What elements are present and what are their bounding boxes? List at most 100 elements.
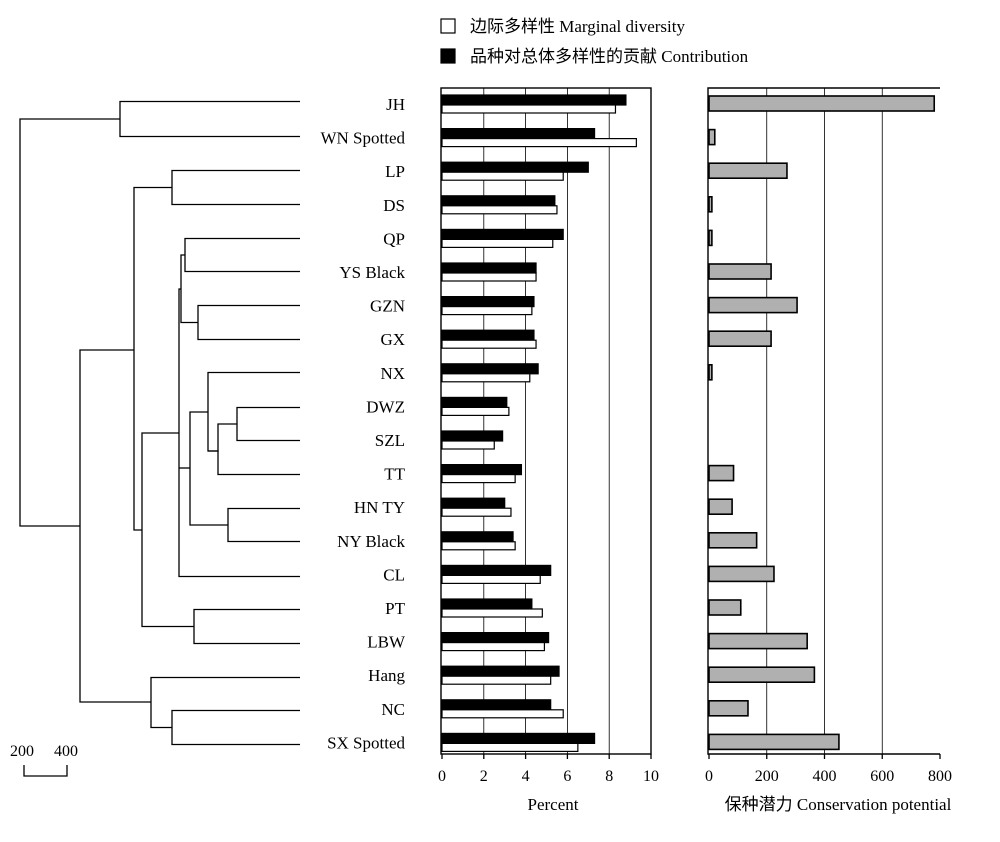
conservation-bar-sx-spotted xyxy=(708,733,840,751)
category-label-szl: SZL xyxy=(375,431,405,450)
contribution-bar-dwz xyxy=(441,396,508,408)
legend-contribution-label: 品种对总体多样性的贡献 Contribution xyxy=(470,47,749,66)
marginal-bar-lbw xyxy=(441,641,546,652)
marginal-bar-cl xyxy=(441,574,541,585)
marginal-bar-wn-spotted xyxy=(441,138,637,148)
percent-tick-label: 2 xyxy=(480,768,488,785)
scale-bar-label-right: 400 xyxy=(54,743,78,760)
category-label-gzn: GZN xyxy=(370,297,405,316)
category-label-dwz: DWZ xyxy=(366,397,405,416)
percent-panel-frame xyxy=(440,87,652,755)
conservation-bar-ys-black xyxy=(708,263,772,280)
contribution-bar-hn-ty xyxy=(441,497,506,509)
percent-tick-label: 10 xyxy=(643,768,659,785)
marginal-bar-jh xyxy=(441,104,617,114)
percent-gridlines xyxy=(483,88,610,754)
marginal-bar-szl xyxy=(441,440,495,450)
conservation-tick-labels: 0 200 400 600 800 xyxy=(705,754,952,785)
conservation-bar-gx xyxy=(708,330,772,348)
category-label-cl: CL xyxy=(383,565,405,584)
conservation-bar-ds xyxy=(708,196,713,213)
percent-panel: 0 2 4 6 8 10 Percent xyxy=(438,87,659,814)
scale-bar: 200 400 xyxy=(10,743,78,777)
legend-contribution-swatch xyxy=(440,48,456,64)
marginal-bar-nc xyxy=(441,709,564,719)
conservation-bar-wn-spotted xyxy=(708,128,716,146)
contribution-bar-lp xyxy=(441,161,589,173)
contribution-bar-wn-spotted xyxy=(441,128,596,140)
marginal-bar-gzn xyxy=(441,306,533,316)
legend-marginal-swatch xyxy=(440,18,456,34)
marginal-bar-gx xyxy=(441,339,537,349)
percent-tick-labels: 0 2 4 6 8 10 xyxy=(438,754,659,785)
marginal-bar-pt xyxy=(441,608,543,618)
contribution-bar-hang xyxy=(441,665,560,677)
percent-axis-title: Percent xyxy=(528,795,579,814)
marginal-bar-qp xyxy=(441,238,554,248)
contribution-bar-jh xyxy=(441,94,627,106)
marginal-bar-ys-black xyxy=(441,272,537,282)
percent-tick-label: 6 xyxy=(563,768,571,785)
conservation-axis-title: 保种潜力 Conservation potential xyxy=(725,795,952,814)
conservation-bar-tt xyxy=(708,464,735,482)
conservation-bar-pt xyxy=(708,599,742,616)
category-label-pt: PT xyxy=(385,599,405,618)
category-label-tt: TT xyxy=(384,465,405,484)
conservation-panel-frame xyxy=(707,87,940,755)
category-label-gx: GX xyxy=(380,330,405,349)
contribution-bar-qp xyxy=(441,228,564,240)
category-label-ds: DS xyxy=(383,196,405,215)
conservation-bar-cl xyxy=(708,565,775,583)
conservation-bar-lbw xyxy=(708,632,808,650)
conservation-bar-hn-ty xyxy=(708,498,733,516)
contribution-bar-gx xyxy=(441,329,535,341)
conservation-bar-gzn xyxy=(708,296,798,314)
category-label-wn-spotted: WN Spotted xyxy=(320,129,405,148)
category-label-ys-black: YS Black xyxy=(339,263,405,282)
conservation-bar-nx xyxy=(708,363,713,381)
conservation-tick-label: 600 xyxy=(870,768,894,785)
category-label-hn-ty: HN TY xyxy=(354,498,405,517)
contribution-bar-nc xyxy=(441,699,552,711)
marginal-bar-tt xyxy=(441,474,516,484)
legend-marginal-label: 边际多样性 Marginal diversity xyxy=(470,17,685,36)
legend: 边际多样性 Marginal diversity 品种对总体多样性的贡献 Con… xyxy=(440,17,749,66)
contribution-bar-sx-spotted xyxy=(441,732,596,745)
percent-tick-label: 4 xyxy=(522,768,530,785)
category-label-nc: NC xyxy=(381,700,405,719)
contribution-bar-gzn xyxy=(441,296,535,308)
percent-tick-label: 8 xyxy=(605,768,613,785)
conservation-bar-qp xyxy=(708,229,713,247)
contribution-bar-ds xyxy=(441,195,556,207)
contribution-bar-ys-black xyxy=(441,262,537,274)
contribution-bar-pt xyxy=(441,598,533,610)
category-label-ny-black: NY Black xyxy=(337,532,405,551)
conservation-tick-label: 400 xyxy=(813,768,837,785)
marginal-bar-lp xyxy=(441,171,564,181)
category-label-nx: NX xyxy=(380,364,405,383)
category-labels: JH WN Spotted LP DS QP YS Black GZN GX NX DWZ SZL T… xyxy=(320,95,405,752)
conservation-bar-hang xyxy=(708,666,816,684)
contribution-bar-szl xyxy=(441,430,504,442)
conservation-bar-lp xyxy=(708,162,788,179)
contribution-bar-ny-black xyxy=(441,531,514,543)
conservation-tick-label: 0 xyxy=(705,768,713,785)
conservation-bar-ny-black xyxy=(708,531,758,549)
conservation-tick-label: 800 xyxy=(928,768,952,785)
conservation-bar-nc xyxy=(708,699,749,717)
conservation-bars xyxy=(708,95,936,751)
conservation-panel: 0 200 400 600 800 保种潜力 Conservation potentia… xyxy=(705,87,952,814)
conservation-tick-label: 200 xyxy=(755,768,779,785)
marginal-bar-sx-spotted xyxy=(441,742,579,753)
category-label-lp: LP xyxy=(385,162,405,181)
dendrogram xyxy=(19,100,300,746)
marginal-bar-ds xyxy=(441,205,558,215)
marginal-bar-nx xyxy=(441,373,531,383)
marginal-bar-dwz xyxy=(441,406,510,416)
marginal-bar-hn-ty xyxy=(441,507,512,517)
category-label-lbw: LBW xyxy=(367,633,406,652)
category-label-jh: JH xyxy=(386,95,405,114)
percent-bars xyxy=(441,94,637,753)
scale-bar-label-left: 200 xyxy=(10,743,34,760)
